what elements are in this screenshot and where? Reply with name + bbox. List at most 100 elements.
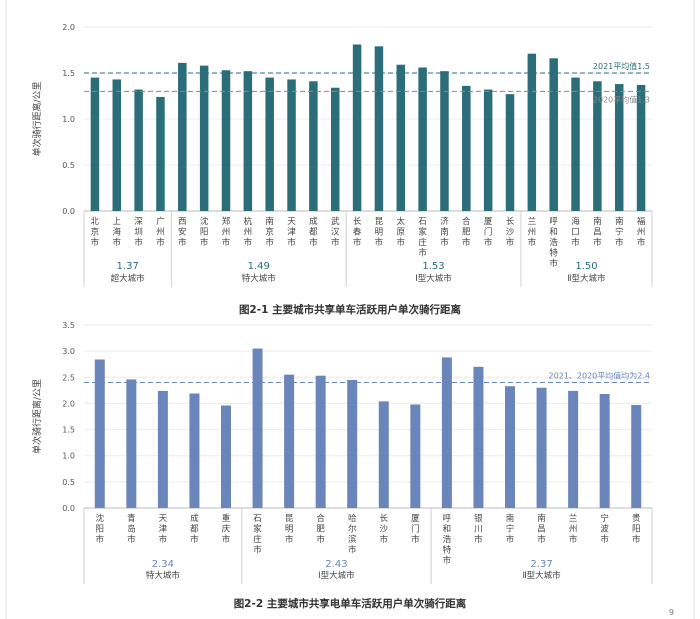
bike-reference-label-2: 2020平均值1.3: [593, 94, 650, 104]
ebike-y-tick-label: 1.0: [62, 452, 75, 461]
ebike-y-tick-label: 3.0: [62, 347, 75, 356]
bike-bar-1: [90, 77, 100, 211]
bike-group-label-3: Ⅰ型大城市: [415, 273, 452, 284]
bike-group-average-2: 1.49: [248, 261, 270, 272]
ebike-bar-12: [441, 357, 452, 508]
ebike-category-label: 沈阳市: [96, 513, 105, 545]
ebike-group-label-2: Ⅰ型大城市: [318, 570, 355, 581]
ebike-group-label-1: 特大城市: [146, 570, 181, 581]
ebike-group-label-3: Ⅱ型大城市: [522, 570, 561, 581]
ebike-group-average-2: 2.43: [325, 559, 347, 570]
ebike-y-tick-label: 1.5: [62, 426, 75, 435]
bike-category-label: 郑州市: [222, 216, 231, 248]
bike-category-label: 南昌市: [593, 216, 602, 248]
ebike-category-label: 呼和浩特市: [443, 513, 452, 566]
ebike-y-tick-label: 3.5: [62, 321, 75, 330]
bike-category-label: 太原市: [397, 216, 406, 248]
bike-group-label-1: 超大城市: [111, 273, 146, 284]
ebike-bar-3: [157, 390, 168, 508]
ebike-category-label: 贵阳市: [632, 513, 641, 545]
bike-bar-14: [374, 46, 384, 211]
ebike-category-label: 重庆市: [222, 513, 231, 545]
bike-y-tick-label: 1.5: [62, 69, 75, 78]
bike-category-label: 杭州市: [244, 216, 253, 248]
ebike-category-label: 南昌市: [537, 513, 546, 545]
ebike-category-label: 厦门市: [411, 514, 420, 545]
bike-category-label: 济南市: [440, 216, 449, 248]
figure-caption-1: 图2-1 主要城市共享单车活跃用户单次骑行距离: [238, 304, 462, 316]
bike-bar-8: [243, 71, 253, 211]
ebike-category-label: 兰州市: [569, 513, 578, 545]
figure-caption-2: 图2-2 主要城市共享电单车活跃用户单次骑行距离: [233, 598, 467, 610]
ebike-bar-16: [568, 390, 579, 508]
ebike-y-axis-label: 单次骑行距离/公里: [31, 379, 43, 454]
bike-category-label: 长沙市: [506, 216, 515, 248]
bike-bar-2: [112, 79, 122, 211]
page-number: 9: [668, 608, 674, 617]
bike-distance-chart: 单次骑行距离/公里 0.0 0.5 1.0 1.5 2.0 2021平均值1.5 2020平均…: [31, 23, 653, 287]
bike-bar-24: [593, 81, 602, 211]
ebike-y-tick-label: 0.0: [62, 504, 75, 513]
bike-bar-18: [462, 85, 471, 211]
ebike-bar-15: [536, 387, 547, 508]
bike-bar-7: [221, 70, 231, 212]
bike-y-tick-label: 0.0: [62, 207, 75, 216]
ebike-distance-chart: 单次骑行距离/公里 0.0 0.5 1.0 1.5 2.0 2.5 3.0 3.5 2021、20…: [31, 321, 653, 584]
bike-category-label: 海口市: [571, 216, 580, 248]
ebike-y-tick-label: 2.5: [62, 373, 75, 382]
ebike-bar-5: [221, 405, 231, 508]
bike-group-average-3: 1.53: [422, 261, 444, 272]
ebike-bar-13: [473, 366, 484, 508]
ebike-category-label: 合肥市: [316, 513, 325, 545]
ebike-category-label: 昆明市: [285, 514, 294, 545]
bike-y-axis-label: 单次骑行距离/公里: [31, 81, 43, 156]
bike-category-label: 南京市: [265, 216, 274, 248]
bike-bar-23: [571, 77, 580, 211]
bike-category-label: 上海市: [113, 217, 122, 248]
bike-bar-13: [352, 44, 362, 212]
bike-group-average-1: 1.37: [117, 261, 139, 272]
bike-bar-15: [396, 64, 406, 211]
ebike-category-label: 长沙市: [380, 513, 389, 545]
bike-y-tick-label: 2.0: [62, 23, 75, 32]
bike-bar-25: [614, 84, 624, 211]
ebike-bar-4: [189, 393, 200, 508]
bike-bar-22: [549, 58, 558, 211]
ebike-category-label: 南宁市: [506, 513, 515, 545]
bike-bar-3: [134, 89, 143, 211]
ebike-bar-6: [252, 348, 263, 508]
bike-bar-21: [527, 53, 537, 212]
bike-bar-12: [330, 87, 340, 211]
bike-group-average-4: 1.50: [575, 261, 597, 272]
bike-reference-label-1: 2021平均值1.5: [593, 61, 650, 71]
bike-category-label: 西安市: [178, 217, 187, 248]
ebike-bar-14: [505, 386, 515, 508]
bike-group-label-4: Ⅱ型大城市: [567, 273, 606, 284]
ebike-category-label: 宁波市: [600, 513, 609, 545]
bike-category-label: 天津市: [287, 217, 296, 248]
bike-bar-26: [636, 84, 646, 211]
bike-category-label: 呼和浩特市: [549, 216, 558, 269]
bike-category-label: 武汉市: [331, 216, 340, 248]
ebike-bar-11: [410, 404, 421, 508]
bike-bar-16: [418, 67, 427, 211]
ebike-category-label: 哈尔滨市: [348, 513, 357, 556]
bike-bar-19: [483, 89, 493, 211]
bike-category-label: 福州市: [637, 216, 646, 248]
ebike-bar-7: [284, 374, 295, 508]
ebike-group-average-3: 2.37: [530, 559, 552, 570]
ebike-category-label: 银川市: [474, 513, 483, 545]
bike-bar-5: [178, 62, 187, 211]
ebike-category-label: 青岛市: [127, 513, 136, 545]
ebike-bar-8: [315, 375, 326, 508]
ebike-bar-18: [631, 404, 642, 508]
bike-group-label-2: 特大城市: [242, 273, 277, 284]
bike-y-tick-label: 0.5: [62, 161, 75, 170]
ebike-bar-10: [378, 401, 389, 508]
ebike-group-average-1: 2.34: [152, 559, 174, 570]
ebike-category-label: 石家庄市: [253, 514, 262, 556]
bike-bar-9: [265, 77, 274, 211]
ebike-category-label: 成都市: [190, 513, 199, 545]
